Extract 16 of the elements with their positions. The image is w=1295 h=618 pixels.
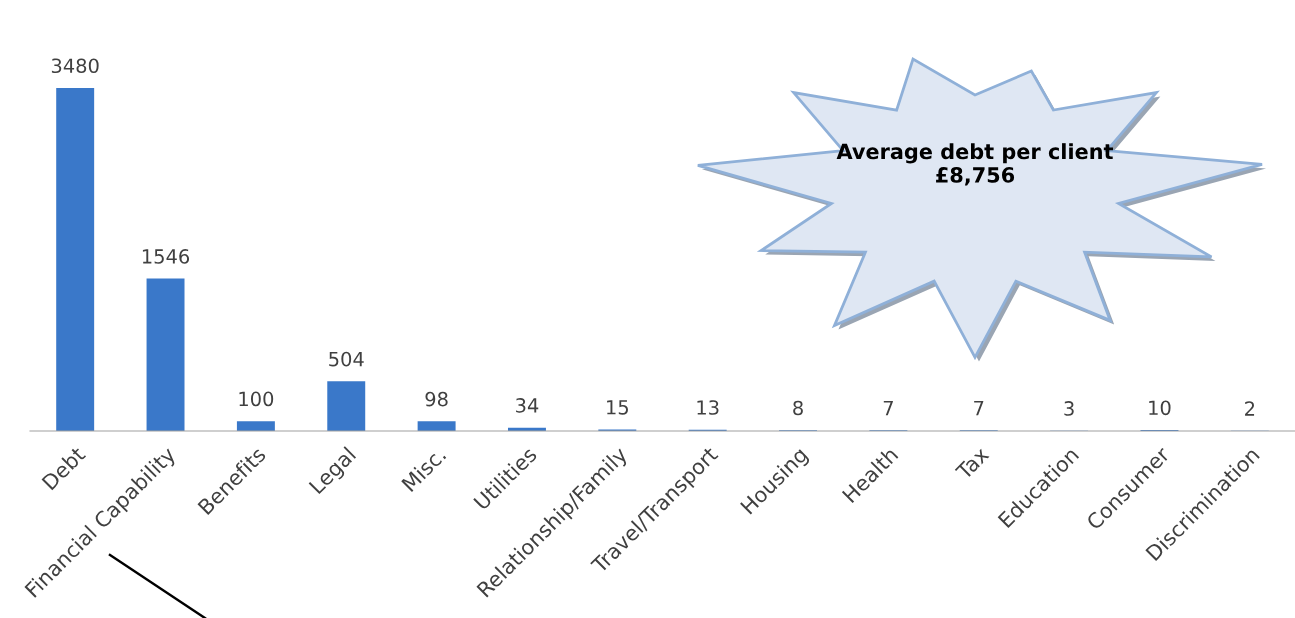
data-label: 504: [329, 351, 364, 367]
data-label: 98: [425, 391, 448, 407]
data-label: 34: [516, 398, 539, 413]
data-label: 15: [607, 400, 628, 415]
data-label: 1546: [142, 249, 190, 264]
data-label: 100: [239, 391, 274, 407]
x-tick-label: Tax: [954, 445, 990, 481]
data-label: 3480: [51, 58, 99, 74]
annotation: Average debt per client £8,756: [836, 143, 1114, 186]
data-label: 7: [883, 400, 893, 416]
data-label: 3: [1064, 401, 1074, 416]
data-label: 8: [793, 400, 803, 416]
data-label: 10: [1149, 400, 1171, 416]
data-label: 13: [697, 400, 719, 415]
data-label: 2: [1245, 401, 1255, 416]
data-label: 7: [974, 400, 984, 416]
